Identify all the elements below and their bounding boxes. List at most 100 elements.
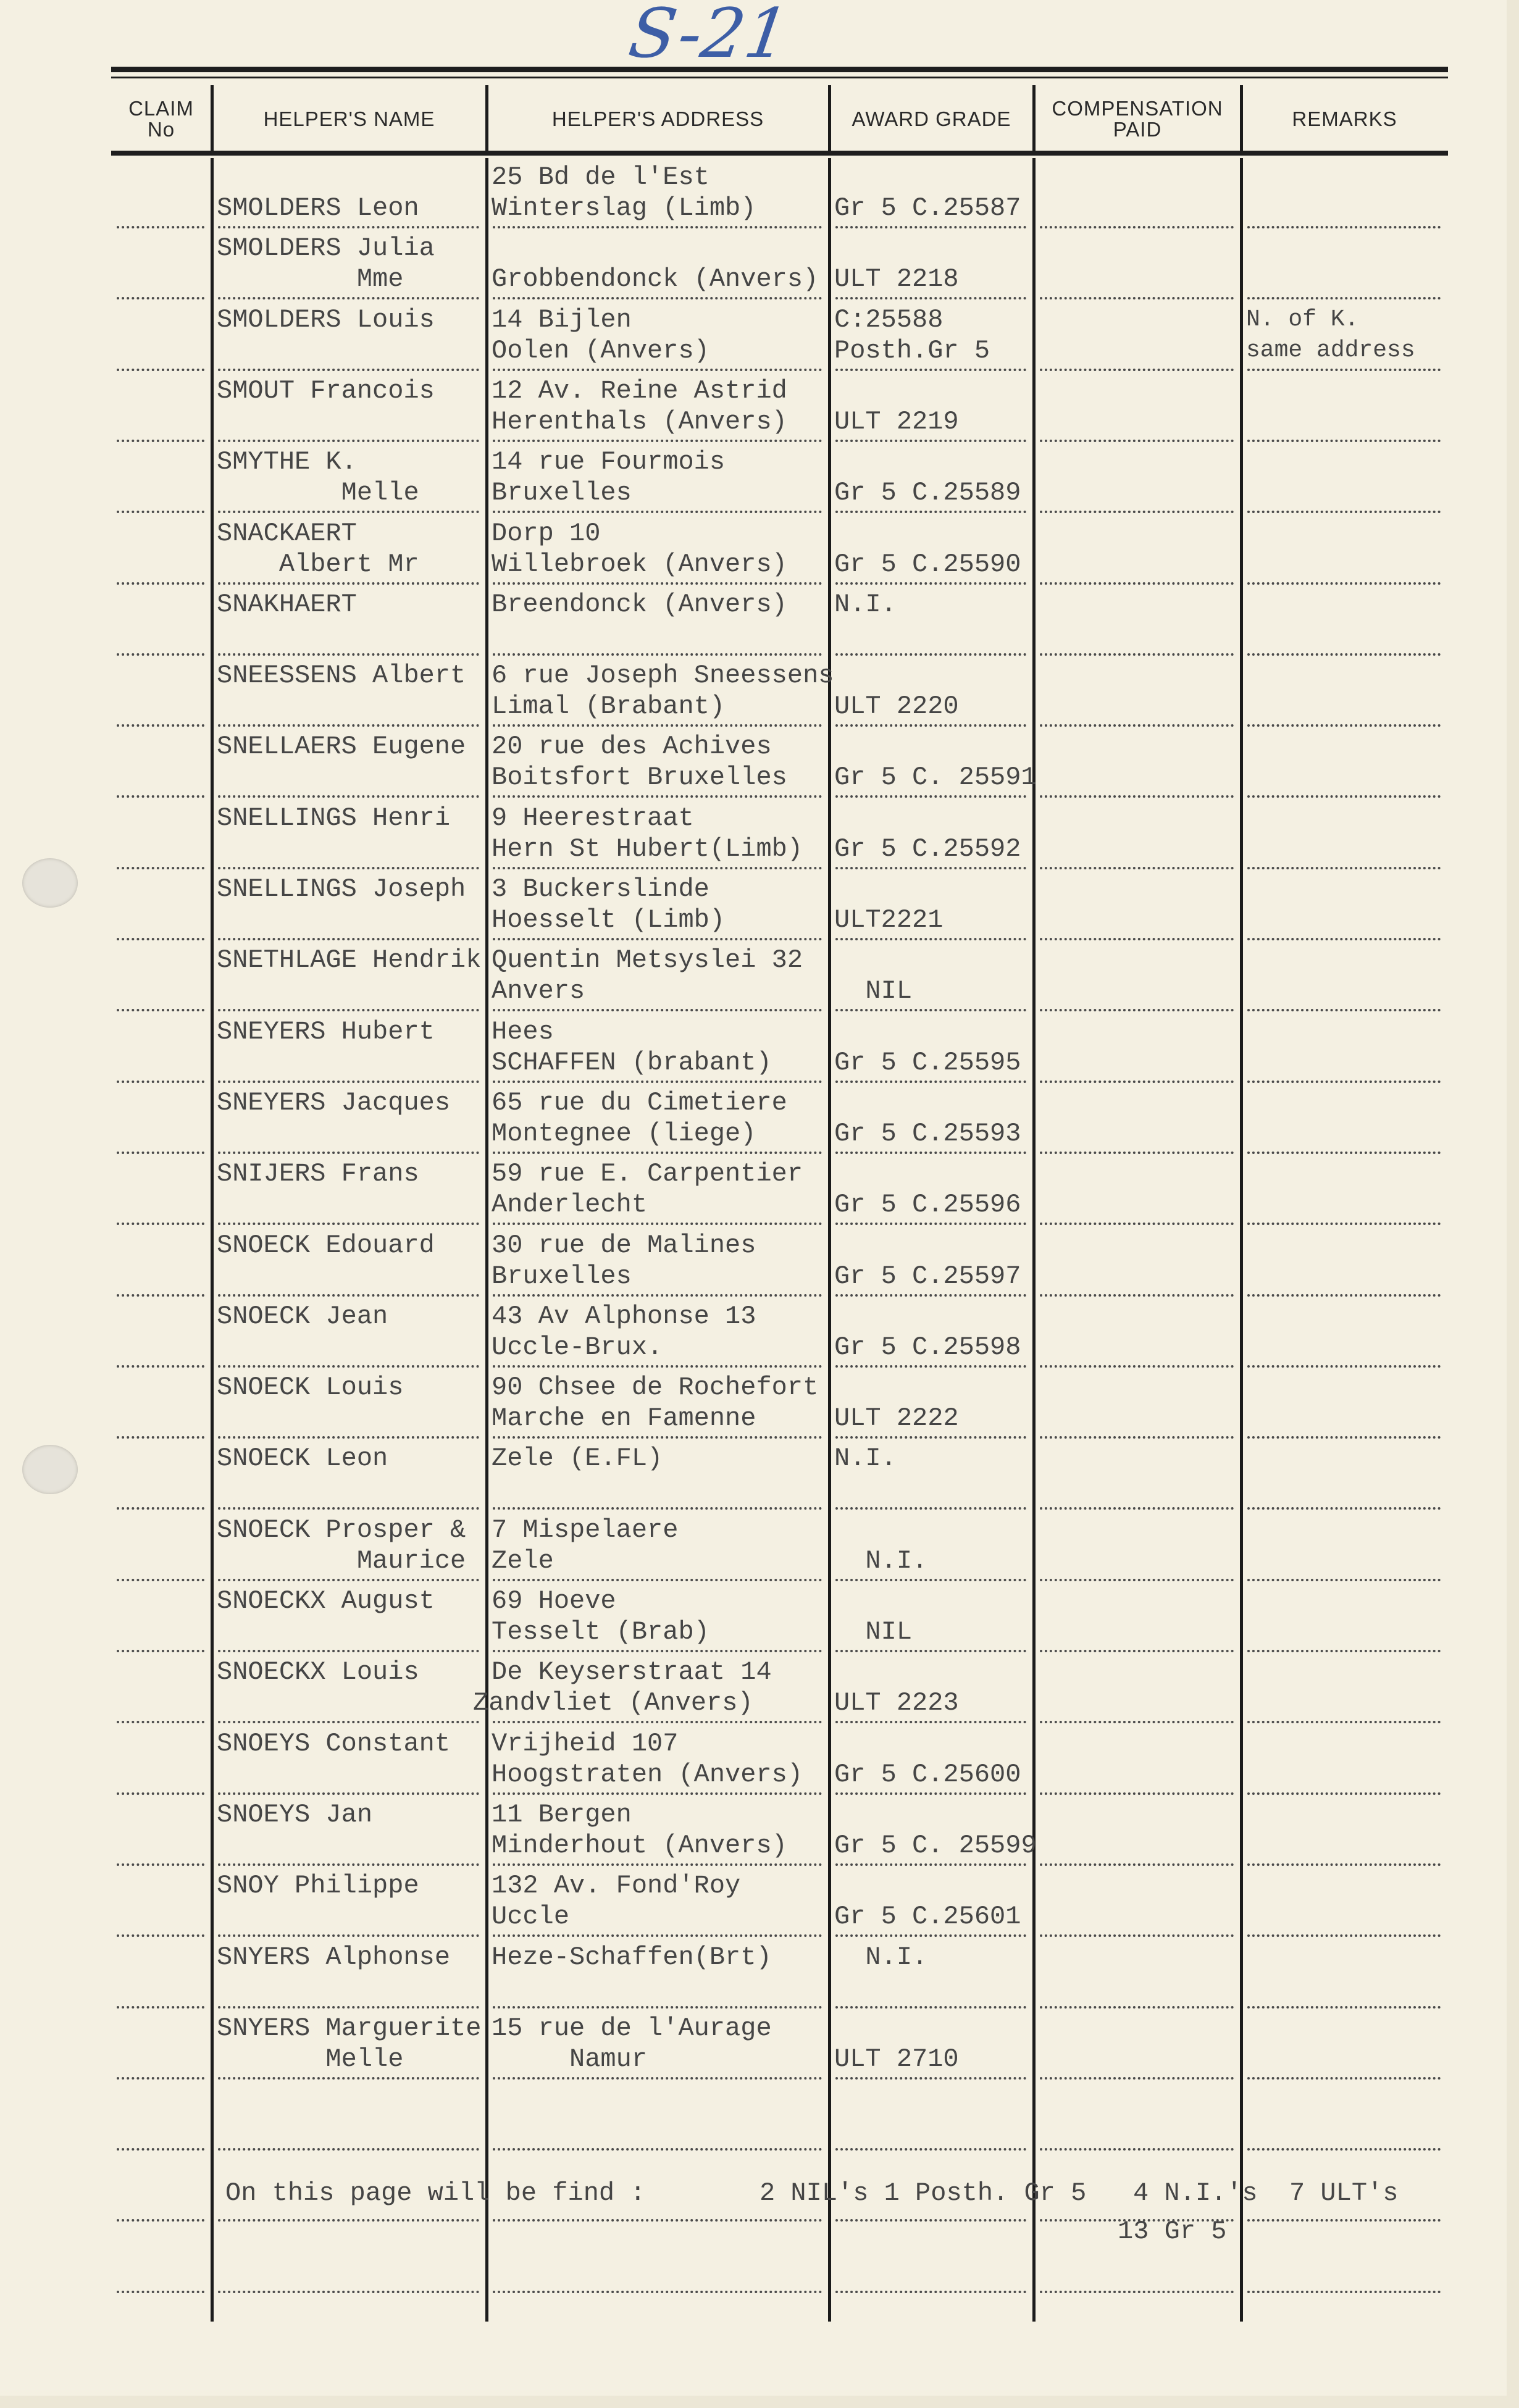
page-mark: S-21 xyxy=(624,0,794,73)
address-line-2: Minderhout (Anvers) xyxy=(492,1831,787,1860)
row-rule xyxy=(218,1436,479,1439)
row-rule xyxy=(117,369,204,371)
row-rule xyxy=(835,226,1026,228)
row-rule xyxy=(1040,1507,1234,1510)
address-line-1: Hees xyxy=(492,1017,554,1047)
row-rule xyxy=(117,1579,204,1581)
row-rule xyxy=(835,1436,1026,1439)
row-rule xyxy=(1247,1223,1441,1225)
row-rule xyxy=(493,1650,822,1652)
row-rule xyxy=(1040,1365,1234,1368)
name-line-1: SNOECK Edouard xyxy=(217,1231,435,1260)
row-rule xyxy=(117,1721,204,1723)
row-rule xyxy=(1040,1934,1234,1937)
award-line-2: ULT 2219 xyxy=(834,407,959,437)
row-rule xyxy=(1247,1009,1441,1011)
column-header-comp: COMPENSATION PAID xyxy=(1052,97,1223,141)
row-rule xyxy=(493,867,822,869)
row-rule xyxy=(835,724,1026,727)
row-rule xyxy=(218,1081,479,1083)
column-divider xyxy=(828,158,831,2322)
address-line-1: 30 rue de Malines xyxy=(492,1231,756,1260)
row-rule xyxy=(218,2077,479,2080)
award-line-2: Gr 5 C.25589 xyxy=(834,478,1021,508)
row-rule xyxy=(117,1792,204,1795)
row-rule xyxy=(835,1081,1026,1083)
row-rule xyxy=(1040,2006,1234,2009)
row-rule xyxy=(1040,1081,1234,1083)
name-line-1: SNELLINGS Joseph xyxy=(217,874,466,904)
row-rule xyxy=(117,1863,204,1866)
row-rule xyxy=(117,795,204,798)
row-rule xyxy=(218,440,479,442)
name-line-1: SNELLAERS Eugene xyxy=(217,732,466,761)
row-rule xyxy=(835,440,1026,442)
address-line-2: Montegnee (liege) xyxy=(492,1119,756,1148)
address-line-1: 14 Bijlen xyxy=(492,305,632,335)
row-rule xyxy=(493,1934,822,1937)
row-rule xyxy=(493,1436,822,1439)
row-rule xyxy=(1040,1650,1234,1652)
name-line-1: SNOECK Leon xyxy=(217,1444,388,1473)
row-rule xyxy=(835,1294,1026,1297)
row-rule xyxy=(1247,2006,1441,2009)
row-rule xyxy=(1247,2219,1441,2222)
award-line-2: NIL xyxy=(834,1617,913,1647)
row-rule xyxy=(493,226,822,228)
address-line-1: 15 rue de l'Aurage xyxy=(492,2013,772,2043)
row-rule xyxy=(835,2006,1026,2009)
row-rule xyxy=(218,511,479,513)
row-rule xyxy=(493,1223,822,1225)
row-rule xyxy=(835,1152,1026,1154)
row-rule xyxy=(1247,1365,1441,1368)
row-rule xyxy=(1247,440,1441,442)
row-rule xyxy=(218,653,479,656)
row-rule xyxy=(218,1507,479,1510)
row-rule xyxy=(493,1863,822,1866)
row-rule xyxy=(1247,1721,1441,1723)
award-line-2: ULT 2218 xyxy=(834,264,959,294)
row-rule xyxy=(117,297,204,299)
column-header-award: AWARD GRADE xyxy=(852,107,1011,130)
row-rule xyxy=(117,511,204,513)
row-rule xyxy=(218,1721,479,1723)
row-rule xyxy=(1040,867,1234,869)
row-rule xyxy=(1247,1863,1441,1866)
row-rule xyxy=(1040,1721,1234,1723)
row-rule xyxy=(1247,938,1441,940)
row-rule xyxy=(1040,1579,1234,1581)
summary-lead: On this page will be find : xyxy=(225,2178,646,2208)
column-divider xyxy=(485,85,488,151)
row-rule xyxy=(1247,1081,1441,1083)
address-line-1: Zele (E.FL) xyxy=(492,1444,663,1473)
address-line-2: Oolen (Anvers) xyxy=(492,336,709,366)
name-line-2: Mme xyxy=(217,264,404,294)
row-rule xyxy=(117,226,204,228)
row-rule xyxy=(218,795,479,798)
row-rule xyxy=(1247,653,1441,656)
address-line-2: Limal (Brabant) xyxy=(492,692,726,721)
address-line-1: 20 rue des Achives xyxy=(492,732,772,761)
award-line-2: Posth.Gr 5 xyxy=(834,336,990,366)
row-rule xyxy=(117,2006,204,2009)
column-divider xyxy=(211,158,214,2322)
row-rule xyxy=(1247,1152,1441,1154)
row-rule xyxy=(218,1365,479,1368)
row-rule xyxy=(117,1365,204,1368)
row-rule xyxy=(1247,226,1441,228)
row-rule xyxy=(218,297,479,299)
name-line-2: Melle xyxy=(217,2044,404,2074)
name-line-1: SNOEYS Jan xyxy=(217,1800,373,1829)
row-rule xyxy=(1247,1792,1441,1795)
name-line-1: SNEESSENS Albert xyxy=(217,661,466,690)
remarks-line-1: N. of K. xyxy=(1246,306,1359,333)
award-line-1: C:25588 xyxy=(834,305,944,335)
address-line-2: Uccle xyxy=(492,1902,570,1931)
row-rule xyxy=(1247,1436,1441,1439)
row-rule xyxy=(835,1507,1026,1510)
address-line-1: 7 Mispelaere xyxy=(492,1515,679,1545)
address-line-1: Breendonck (Anvers) xyxy=(492,590,787,619)
row-rule xyxy=(1040,2077,1234,2080)
row-rule xyxy=(493,2006,822,2009)
